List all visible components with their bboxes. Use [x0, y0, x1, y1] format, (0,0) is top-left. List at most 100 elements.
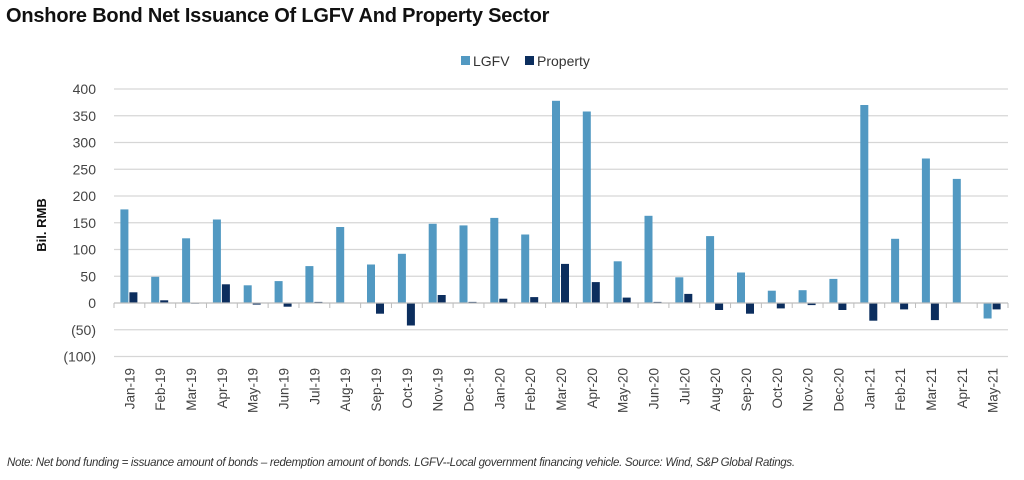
x-axis-ticks: Jan-19 Feb-19 Mar-19 Apr-19 May-19 Jun-19 Jul-…: [122, 368, 1000, 413]
bar-property-jan-19: [129, 292, 138, 303]
chart-title: Onshore Bond Net Issuance Of LGFV And Pr…: [6, 5, 550, 27]
bar-property-nov-19: [437, 295, 446, 303]
bar-property-nov-20: [807, 303, 816, 306]
y-axis-ticks: 400 350 300 250 200 150 100 50 0 (50) (100): [63, 81, 96, 365]
legend: LGFV Property: [461, 53, 590, 69]
bars: [120, 100, 1001, 326]
bar-property-aug-20: [715, 303, 724, 310]
x-tick-label: Apr-19: [215, 368, 230, 409]
x-tick-label: May-21: [986, 368, 1001, 413]
x-tick-label: Jan-21: [862, 368, 877, 409]
x-tick-label: Mar-20: [554, 368, 569, 411]
x-axis: [113, 302, 1009, 308]
x-tick-label: Mar-21: [924, 368, 939, 411]
bar-lgfv-dec-20: [829, 278, 838, 303]
bar-property-sep-20: [746, 303, 754, 314]
y-tick-label: 100: [73, 242, 97, 258]
y-tick-label: 200: [73, 188, 97, 204]
x-tick-label: Aug-20: [708, 368, 723, 412]
x-tick-label: Aug-19: [338, 368, 353, 412]
bar-lgfv-oct-20: [767, 290, 776, 303]
legend-swatch-property: [525, 56, 534, 65]
y-tick-label: 50: [80, 268, 96, 284]
bar-lgfv-may-19: [243, 285, 252, 303]
y-tick-label: 0: [88, 295, 96, 311]
x-tick-label: Mar-19: [184, 368, 199, 411]
x-tick-label: May-20: [616, 368, 631, 413]
bar-lgfv-apr-20: [582, 111, 591, 303]
bar-property-dec-20: [838, 303, 847, 310]
bar-lgfv-jan-21: [860, 105, 869, 303]
x-tick-label: Jul-20: [677, 368, 692, 405]
bar-property-sep-19: [376, 303, 384, 314]
x-tick-label: Jul-19: [307, 368, 322, 405]
bar-lgfv-jun-20: [644, 215, 653, 303]
bar-lgfv-aug-20: [706, 236, 715, 303]
x-tick-label: Nov-20: [801, 368, 816, 412]
bar-lgfv-feb-20: [521, 234, 530, 303]
x-tick-label: Jan-20: [492, 368, 507, 409]
bar-lgfv-mar-20: [552, 100, 560, 303]
bar-lgfv-mar-19: [182, 238, 191, 303]
x-tick-label: Dec-20: [831, 368, 846, 412]
bar-lgfv-may-20: [613, 261, 622, 303]
bar-lgfv-apr-21: [952, 178, 961, 303]
bar-property-feb-20: [530, 297, 539, 303]
bar-lgfv-dec-19: [459, 225, 468, 303]
y-tick-label: 350: [73, 108, 97, 124]
gridlines: [114, 88, 1008, 358]
bar-lgfv-jul-20: [675, 277, 684, 303]
x-tick-label: Apr-21: [955, 368, 970, 409]
x-tick-label: Sep-19: [369, 368, 384, 412]
y-axis-label: Bil. RMB: [34, 198, 49, 251]
x-tick-label: Jan-19: [122, 368, 137, 409]
bar-property-mar-20: [561, 263, 569, 303]
bar-property-oct-20: [776, 303, 785, 309]
bar-lgfv-feb-21: [891, 238, 900, 303]
bar-property-mar-21: [930, 303, 939, 321]
x-tick-label: Jun-20: [647, 368, 662, 409]
bar-lgfv-mar-21: [921, 158, 930, 303]
bar-property-feb-21: [900, 303, 909, 310]
bar-property-may-19: [252, 303, 261, 305]
y-tick-label: 250: [73, 161, 97, 177]
bar-property-feb-19: [160, 300, 169, 303]
x-tick-label: Apr-20: [585, 368, 600, 409]
bar-lgfv-aug-19: [336, 227, 345, 303]
bar-property-apr-20: [591, 282, 600, 303]
bar-property-apr-19: [221, 284, 230, 303]
bar-property-jun-19: [283, 303, 292, 307]
bar-lgfv-jun-19: [274, 281, 283, 303]
x-tick-label: Feb-19: [153, 368, 168, 411]
x-tick-label: Jun-19: [277, 368, 292, 409]
x-tick-label: Sep-20: [739, 368, 754, 412]
x-tick-label: Feb-20: [523, 368, 538, 411]
y-tick-label: 300: [73, 135, 97, 151]
x-tick-label: Nov-19: [431, 368, 446, 412]
x-tick-label: May-19: [246, 368, 261, 413]
bar-lgfv-sep-20: [737, 272, 745, 303]
bar-property-may-20: [622, 297, 631, 303]
bar-property-oct-19: [406, 303, 415, 326]
bar-lgfv-jul-19: [305, 266, 314, 303]
bar-lgfv-jan-20: [490, 217, 499, 303]
bar-lgfv-may-21: [983, 303, 992, 319]
y-tick-label: (100): [63, 349, 96, 365]
x-tick-label: Oct-20: [770, 368, 785, 409]
y-tick-label: 400: [73, 81, 97, 97]
bar-lgfv-oct-19: [397, 253, 406, 303]
bar-property-jul-20: [684, 293, 693, 303]
y-tick-label: 150: [73, 215, 97, 231]
bar-chart: 400 350 300 250 200 150 100 50 0 (50) (100) Jan-19…: [34, 53, 1009, 413]
x-tick-label: Oct-19: [400, 368, 415, 409]
bar-lgfv-nov-20: [798, 290, 807, 303]
bar-property-may-21: [992, 303, 1001, 310]
x-tick-label: Feb-21: [893, 368, 908, 411]
bar-lgfv-jan-19: [120, 209, 129, 303]
legend-label-lgfv: LGFV: [473, 53, 510, 69]
legend-label-property: Property: [537, 53, 590, 69]
bar-lgfv-sep-19: [367, 264, 375, 303]
bar-lgfv-nov-19: [428, 223, 437, 303]
bar-lgfv-feb-19: [151, 276, 160, 303]
x-tick-label: Dec-19: [462, 368, 477, 412]
